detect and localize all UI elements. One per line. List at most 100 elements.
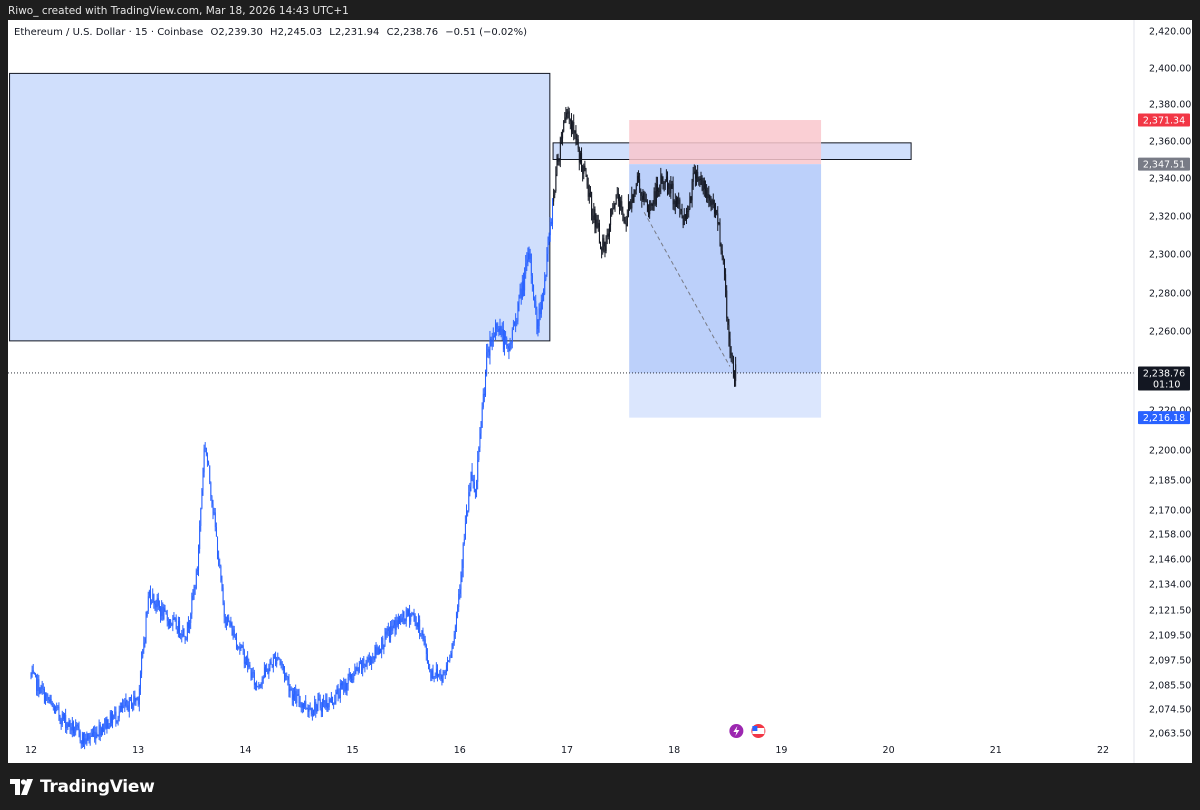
candle-body xyxy=(726,290,728,318)
candle-body xyxy=(532,275,533,285)
candle-body xyxy=(697,171,699,181)
candle xyxy=(133,690,135,711)
candle-body xyxy=(265,667,267,672)
candle-body xyxy=(73,722,74,734)
candle xyxy=(447,656,449,672)
candle-body xyxy=(323,700,325,703)
candle-body xyxy=(408,609,409,616)
candle-body xyxy=(299,702,301,704)
candle-body xyxy=(548,235,550,241)
candle xyxy=(496,322,498,336)
candle xyxy=(654,182,656,207)
candle-body xyxy=(266,668,268,672)
candle-body xyxy=(184,636,186,641)
candle xyxy=(450,650,452,659)
candle-body xyxy=(651,204,653,206)
candle-body xyxy=(558,158,560,162)
price-chart[interactable]: 2,420.00 2,400.00 2,380.00 2,360.00 2,340.00… xyxy=(8,20,1192,763)
candle-body xyxy=(619,201,621,208)
candle xyxy=(464,515,466,540)
candle-body xyxy=(357,668,359,672)
candle xyxy=(201,488,203,510)
candle-body xyxy=(60,719,62,725)
chart-panel[interactable]: 2,420.00 2,400.00 2,380.00 2,360.00 2,340.00… xyxy=(8,20,1192,763)
candle xyxy=(735,356,737,387)
candle xyxy=(460,571,462,598)
candle xyxy=(497,322,499,333)
candle xyxy=(428,660,430,670)
candle-body xyxy=(399,617,401,619)
candle-body xyxy=(583,165,585,174)
candle-body xyxy=(199,525,201,550)
candle xyxy=(621,195,623,215)
price-tick-label: 2,320.00 xyxy=(1149,212,1191,223)
candle-body xyxy=(335,692,337,702)
candle xyxy=(696,169,698,186)
candle xyxy=(215,522,217,537)
candle-body xyxy=(599,223,600,243)
last-price-badge-bg xyxy=(1138,366,1190,391)
candle-body xyxy=(353,674,355,680)
candle xyxy=(291,687,293,706)
candle xyxy=(377,646,379,656)
candle xyxy=(687,205,689,219)
candle xyxy=(357,666,359,675)
candle-body xyxy=(449,658,451,661)
candle xyxy=(606,228,608,245)
candle xyxy=(538,303,540,333)
candle-body xyxy=(258,684,260,687)
time-tick-label: 13 xyxy=(132,745,144,756)
candle-body xyxy=(318,698,320,700)
candle xyxy=(125,693,127,708)
candle xyxy=(677,196,679,209)
candle xyxy=(112,710,114,729)
candle xyxy=(31,665,33,678)
candle-body xyxy=(109,712,111,727)
candle-body xyxy=(103,728,105,732)
candle xyxy=(356,662,358,672)
candle-body xyxy=(480,427,482,434)
candle xyxy=(359,657,361,665)
candle xyxy=(725,268,727,298)
candle-body xyxy=(728,324,730,339)
branding-bar: TradingView xyxy=(0,763,1200,810)
candle-body xyxy=(709,200,711,203)
candle xyxy=(688,205,690,218)
candle xyxy=(699,176,701,188)
candle-body xyxy=(126,699,128,706)
candle xyxy=(269,659,271,672)
candle xyxy=(108,723,110,730)
candle-body xyxy=(283,664,284,670)
candle xyxy=(509,337,511,352)
candle-body xyxy=(431,670,433,679)
candle xyxy=(149,585,152,609)
candle-body xyxy=(539,308,541,315)
candle-body xyxy=(71,722,73,731)
candle xyxy=(95,726,97,745)
candle xyxy=(354,663,356,676)
candle-body xyxy=(123,705,125,707)
candle xyxy=(717,206,719,231)
candle-body xyxy=(49,698,51,702)
candle-body xyxy=(404,618,406,622)
candle-body xyxy=(629,201,631,203)
candle xyxy=(452,641,454,650)
candle-body xyxy=(415,622,417,627)
candle xyxy=(413,608,415,622)
candle-body xyxy=(557,157,559,162)
candle xyxy=(203,444,205,478)
candle xyxy=(318,692,320,701)
candle-body xyxy=(614,204,616,206)
candle xyxy=(595,213,597,234)
candle xyxy=(47,693,49,704)
candle-body xyxy=(552,201,554,224)
candle xyxy=(675,195,677,208)
candle-body xyxy=(722,256,724,260)
candle xyxy=(301,702,303,714)
candle-body xyxy=(468,492,470,511)
candle-body xyxy=(183,628,185,637)
candle xyxy=(673,199,675,211)
candle xyxy=(279,658,281,666)
candle-body xyxy=(242,645,244,651)
candle-body xyxy=(524,273,526,291)
